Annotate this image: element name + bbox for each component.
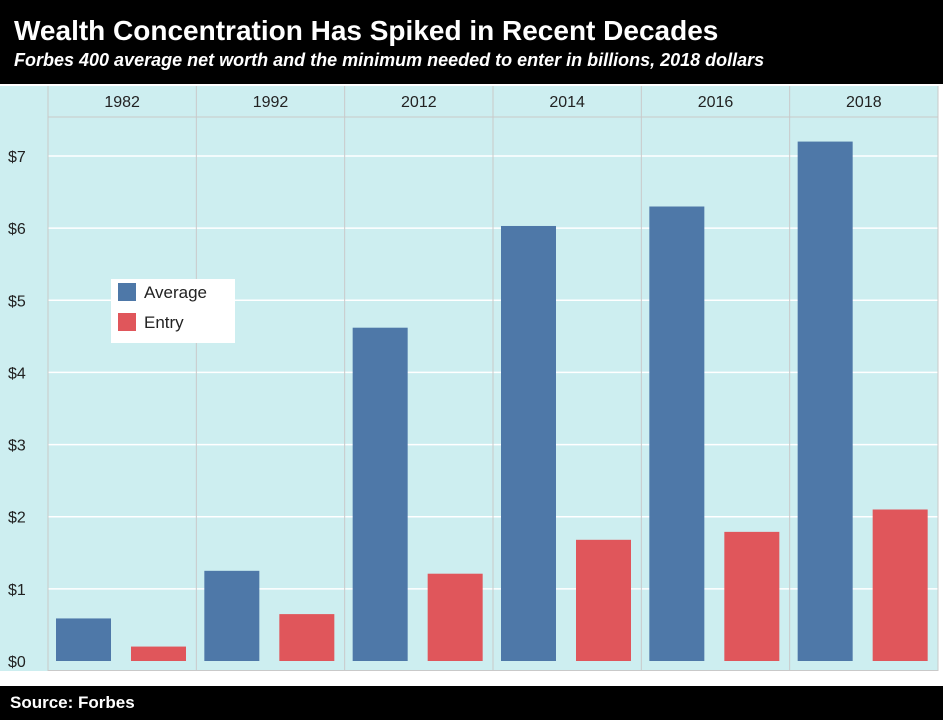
plot-background — [0, 86, 938, 671]
y-tick-label: $0 — [8, 654, 26, 671]
category-label: 2014 — [549, 94, 585, 111]
chart-subtitle: Forbes 400 average net worth and the min… — [14, 50, 765, 70]
average-bar — [56, 618, 111, 661]
y-tick-label: $3 — [8, 438, 26, 455]
average-bar — [204, 570, 260, 661]
chart-area: $0 $1 $2 $3 $4 $5 $6 $7 1982 1992 2012 2014 2016 2018… — [0, 86, 943, 680]
entry-bar — [131, 646, 186, 661]
average-bar — [797, 141, 853, 662]
category-label: 1982 — [104, 94, 140, 111]
y-tick-label: $2 — [8, 510, 26, 527]
y-tick-label: $4 — [8, 365, 26, 382]
category-label: 2018 — [846, 94, 882, 111]
legend: Average Entry — [111, 279, 235, 343]
chart-footer: Source: Forbes — [0, 686, 943, 720]
entry-bar — [724, 531, 780, 661]
category-label: 2016 — [698, 94, 734, 111]
chart-title: Wealth Concentration Has Spiked in Recen… — [14, 15, 719, 46]
average-bar — [501, 225, 556, 661]
category-label: 1992 — [253, 94, 289, 111]
source-note: Source: Forbes — [10, 693, 135, 712]
entry-bar — [427, 573, 483, 661]
y-tick-label: $7 — [8, 149, 26, 166]
legend-label-entry: Entry — [144, 313, 184, 332]
legend-swatch-average — [118, 283, 136, 301]
average-bar — [352, 327, 408, 661]
bar-chart: $0 $1 $2 $3 $4 $5 $6 $7 1982 1992 2012 2014 2016 2018… — [0, 86, 939, 671]
legend-swatch-entry — [118, 313, 136, 331]
entry-bar — [279, 614, 335, 661]
average-bar — [649, 206, 705, 661]
legend-label-average: Average — [144, 283, 207, 302]
category-label: 2012 — [401, 94, 437, 111]
entry-bar — [576, 539, 631, 661]
y-tick-label: $6 — [8, 221, 26, 238]
chart-header: Wealth Concentration Has Spiked in Recen… — [0, 0, 943, 84]
entry-bar — [872, 509, 928, 661]
y-tick-label: $5 — [8, 293, 26, 310]
y-tick-label: $1 — [8, 582, 26, 599]
